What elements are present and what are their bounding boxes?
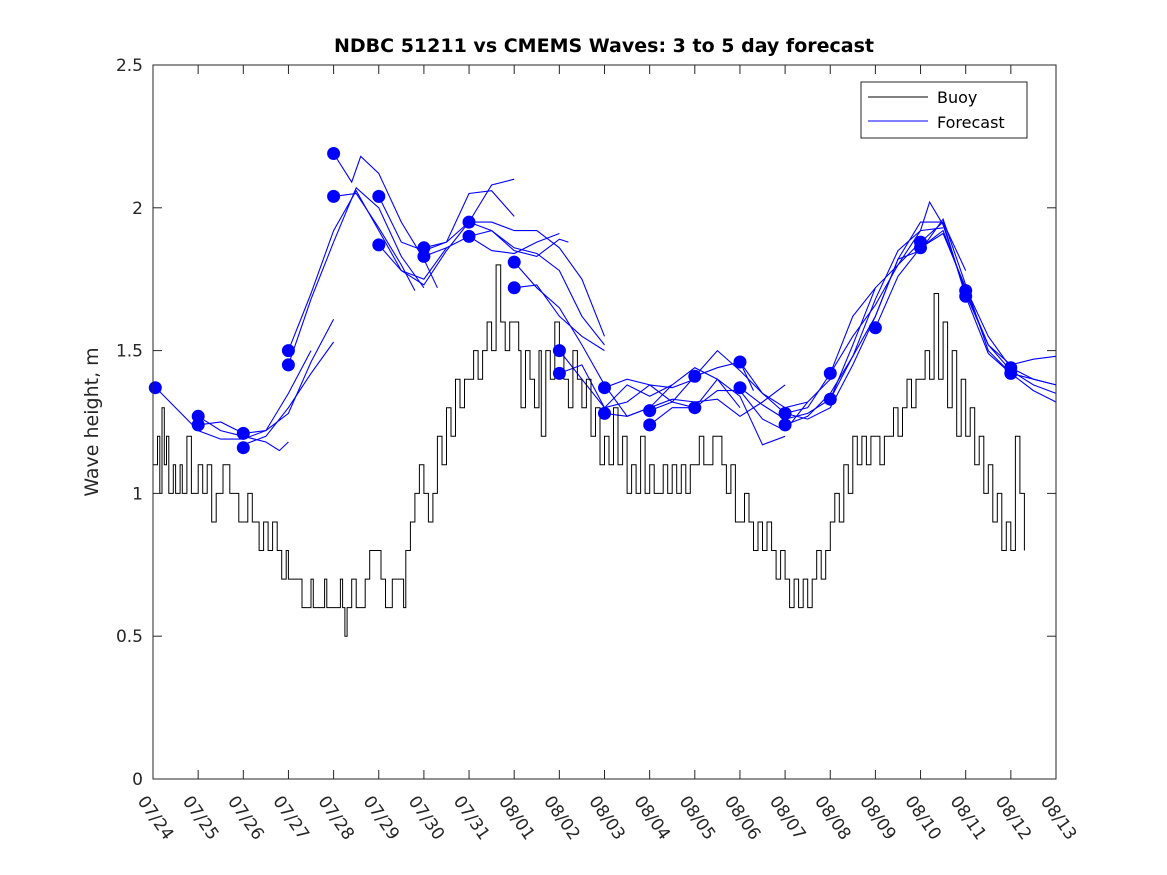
forecast-marker [236, 426, 250, 440]
forecast-marker [823, 392, 837, 406]
plot-area [148, 147, 1057, 637]
buoy-series-line [153, 264, 1025, 637]
forecast-marker [372, 189, 386, 203]
forecast-marker [507, 255, 521, 269]
forecast-marker [552, 344, 566, 358]
legend-box [860, 81, 1028, 139]
forecast-marker [327, 189, 341, 203]
forecast-run-line [469, 221, 606, 337]
forecast-marker [417, 249, 431, 263]
forecast-run-line [559, 364, 695, 409]
forecast-run-line [198, 318, 335, 434]
forecast-run-line [920, 232, 1057, 386]
forecast-marker [688, 369, 702, 383]
forecast-marker [959, 289, 973, 303]
forecast-run-line [649, 349, 808, 412]
forecast-marker [778, 406, 792, 420]
forecast-run-line [423, 232, 560, 257]
chart-title: NDBC 51211 vs CMEMS Waves: 3 to 5 day fo… [334, 35, 874, 57]
forecast-marker [688, 401, 702, 415]
forecast-marker [148, 381, 162, 395]
y-tick-label: 0 [132, 770, 143, 790]
y-tick-label: 2 [132, 199, 143, 219]
forecast-run-line [197, 415, 289, 452]
y-tick-label: 0.5 [116, 627, 143, 647]
forecast-marker [733, 355, 747, 369]
forecast-marker [281, 358, 295, 372]
forecast-run-line [243, 341, 335, 446]
forecast-run-line [152, 350, 312, 440]
legend-buoy-label: Buoy [937, 88, 977, 107]
forecast-marker [643, 418, 657, 432]
legend: Buoy Forecast [860, 81, 1028, 139]
y-tick-label: 2.5 [116, 56, 143, 76]
forecast-marker [868, 321, 882, 335]
forecast-run-line [920, 221, 1057, 403]
y-axis-label: Wave height, m [81, 347, 103, 496]
forecast-run-line [423, 221, 605, 346]
forecast-marker [914, 241, 927, 255]
forecast-marker [1004, 366, 1018, 380]
forecast-run-line [287, 186, 425, 366]
forecast-run-line [784, 227, 944, 426]
forecast-marker [552, 366, 566, 380]
legend-forecast-label: Forecast [937, 113, 1005, 132]
forecast-marker [462, 215, 476, 229]
y-tick-label: 1 [132, 484, 143, 504]
forecast-run-line [468, 229, 569, 257]
forecast-marker [236, 441, 250, 455]
y-tick-label: 1.5 [116, 342, 143, 362]
forecast-marker [643, 404, 657, 418]
forecast-run-line [378, 178, 515, 286]
forecast-marker [191, 418, 205, 432]
forecast-marker [327, 147, 341, 160]
forecast-marker [372, 238, 386, 252]
forecast-run-line [514, 284, 605, 352]
forecast-marker [598, 381, 611, 395]
forecast-marker [778, 418, 792, 432]
forecast-marker [733, 381, 747, 395]
forecast-run-line [558, 350, 741, 409]
forecast-marker [507, 281, 521, 295]
forecast-marker [823, 366, 837, 380]
forecast-marker [281, 344, 295, 358]
forecast-marker [598, 406, 611, 420]
forecast-marker [462, 229, 476, 243]
